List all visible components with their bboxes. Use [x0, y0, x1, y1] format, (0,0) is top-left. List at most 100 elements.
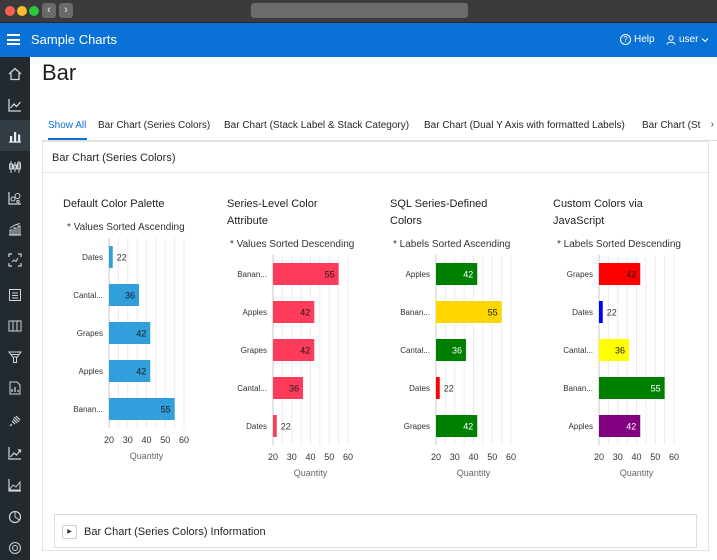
bar [599, 301, 603, 323]
bar [109, 398, 175, 420]
bar [436, 301, 502, 323]
data-label: 42 [136, 367, 146, 377]
category-label: Banan... [563, 384, 593, 393]
chart-document-icon [9, 381, 21, 394]
bar-chart-series-level-color: Banan... 55 Apples 42 Grapes 42 Cantal... 36 Dat… [237, 255, 353, 478]
x-tick-label: 60 [343, 452, 353, 462]
x-tick-label: 20 [594, 452, 604, 462]
sidebar-item-bubble-chart[interactable] [0, 182, 30, 213]
sidebar-item-bar-chart[interactable] [0, 120, 30, 151]
page-title: Bar [42, 60, 77, 85]
data-label: 36 [452, 346, 462, 356]
user-menu[interactable]: user [666, 34, 709, 45]
user-icon [666, 34, 676, 45]
maximize-window-button[interactable] [29, 6, 39, 16]
help-icon: ? [620, 34, 631, 45]
category-label: Grapes [567, 270, 593, 279]
tab-bar-chart-series-colors[interactable]: Bar Chart (Series Colors) [98, 120, 211, 131]
bar [273, 377, 303, 399]
data-label: 42 [136, 329, 146, 339]
tab-bar-chart-dual-y-axis[interactable]: Bar Chart (Dual Y Axis with formatted La… [424, 120, 625, 131]
sidebar-item-gantt[interactable] [0, 310, 30, 341]
data-label: 22 [117, 253, 127, 263]
sidebar-item-combination-chart[interactable] [0, 213, 30, 244]
expand-toggle-icon[interactable]: ▶ [62, 525, 77, 539]
category-label: Cantal... [563, 346, 593, 355]
sidebar-item-home[interactable] [0, 58, 30, 89]
bar [109, 284, 139, 306]
chart-title: SQL Series-Defined Colors [390, 198, 488, 227]
forward-button[interactable]: › [59, 3, 73, 18]
sidebar-item-polar[interactable] [0, 532, 30, 560]
category-label: Grapes [241, 346, 267, 355]
sidebar-item-area[interactable] [0, 469, 30, 500]
sidebar-item-dial[interactable] [0, 244, 30, 275]
bar [109, 322, 151, 344]
sidebar-item-trend[interactable] [0, 437, 30, 468]
help-label: Help [634, 34, 655, 45]
minimize-window-button[interactable] [17, 6, 27, 16]
bar [599, 377, 665, 399]
close-window-button[interactable] [5, 6, 15, 16]
data-label: 55 [488, 308, 498, 318]
category-label: Grapes [77, 329, 103, 338]
x-tick-label: 30 [613, 452, 623, 462]
bar [436, 339, 466, 361]
sidebar-item-line-chart[interactable] [0, 89, 30, 120]
back-button[interactable]: ‹ [42, 3, 56, 18]
data-label: 55 [651, 384, 661, 394]
list-icon [9, 288, 21, 301]
bar [273, 339, 315, 361]
focus-frame-icon [8, 252, 22, 267]
data-label: 36 [289, 384, 299, 394]
bar [109, 246, 113, 268]
plug-icon [9, 415, 21, 426]
help-link[interactable]: ? Help [620, 34, 655, 45]
x-axis-label: Quantity [130, 451, 164, 461]
chart-title: Default Color Palette [63, 198, 165, 210]
chevron-right-icon[interactable]: › [708, 119, 714, 130]
chart-subtitle: * Labels Sorted Descending [557, 239, 681, 250]
bar [436, 415, 478, 437]
x-tick-label: 60 [669, 452, 679, 462]
info-region-title[interactable]: Bar Chart (Series Colors) Information [84, 526, 266, 538]
x-tick-label: 30 [287, 452, 297, 462]
bar-chart-custom-js-colors: Grapes 42 Dates 22 Cantal... 36 Banan... 55 Appl… [563, 255, 679, 478]
x-tick-label: 50 [487, 452, 497, 462]
x-axis-label: Quantity [620, 468, 654, 478]
data-label: 42 [300, 308, 310, 318]
tab-bar-chart-stack-label[interactable]: Bar Chart (Stack Label & Stack Category) [224, 120, 410, 131]
category-label: Dates [82, 253, 103, 262]
app-title[interactable]: Sample Charts [31, 32, 117, 47]
combo-chart-icon [9, 222, 21, 236]
x-tick-label: 40 [468, 452, 478, 462]
category-label: Apples [79, 367, 103, 376]
category-label: Cantal... [237, 384, 267, 393]
bar-chart-default-palette: Dates 22 Cantal... 36 Grapes 42 Apples 42 Banan.… [73, 238, 189, 461]
bar [599, 263, 641, 285]
sidebar-item-pin[interactable] [0, 405, 30, 436]
sidebar [0, 57, 30, 560]
category-label: Banan... [73, 405, 103, 414]
sidebar-item-legend[interactable] [0, 372, 30, 403]
x-tick-label: 20 [104, 435, 114, 445]
sidebar-item-box-plot[interactable] [0, 151, 30, 182]
sidebar-item-pie[interactable] [0, 501, 30, 532]
bar [273, 301, 315, 323]
tab-bar-chart-stacked[interactable]: Bar Chart (St [642, 120, 701, 131]
info-region: ▶ Bar Chart (Series Colors) Information [54, 514, 697, 548]
sidebar-item-list[interactable] [0, 279, 30, 310]
hamburger-menu-icon[interactable] [7, 34, 20, 45]
x-tick-label: 40 [631, 452, 641, 462]
bar [599, 339, 629, 361]
category-label: Apples [406, 270, 430, 279]
home-icon [8, 67, 22, 80]
x-tick-label: 50 [650, 452, 660, 462]
address-bar[interactable] [251, 3, 468, 18]
x-axis-label: Quantity [457, 468, 491, 478]
sidebar-item-funnel[interactable] [0, 341, 30, 372]
data-label: 42 [300, 346, 310, 356]
tab-show-all[interactable]: Show All [48, 120, 87, 131]
tab-bar: Show All Bar Chart (Series Colors) Bar C… [42, 113, 717, 141]
data-label: 36 [125, 291, 135, 301]
